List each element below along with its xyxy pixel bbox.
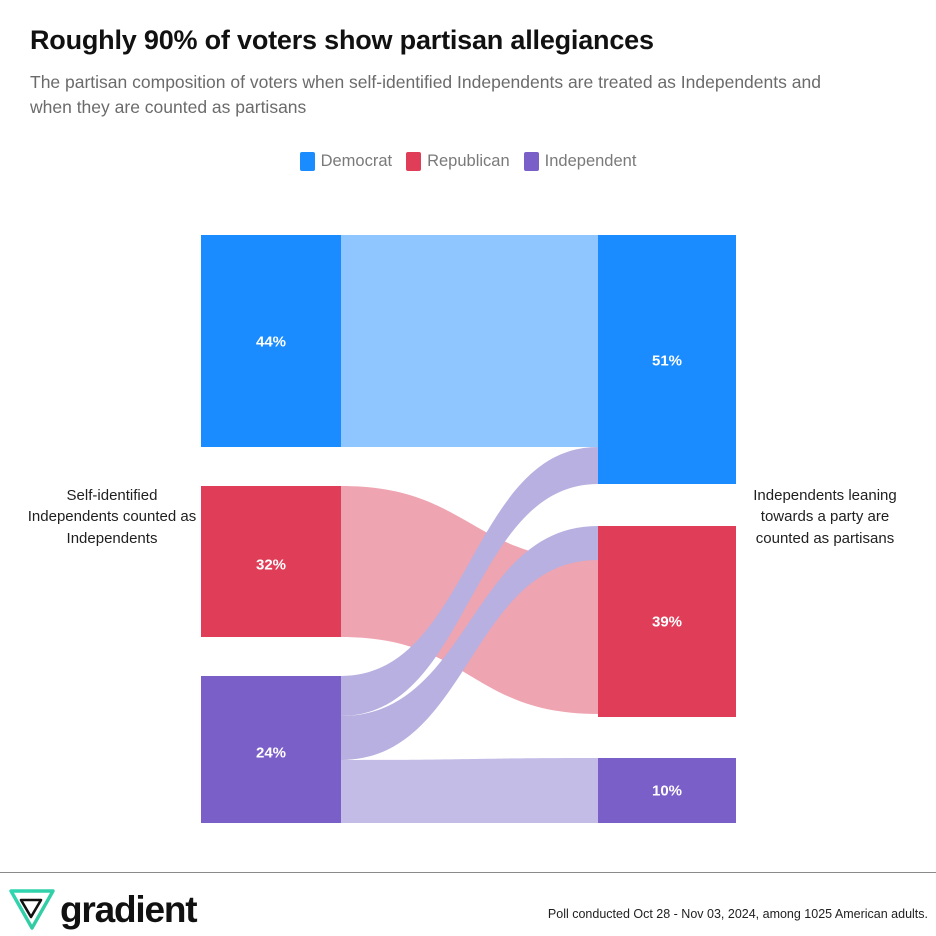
node-value-republican-right: 39%	[652, 614, 682, 631]
node-value-independent-right: 10%	[652, 783, 682, 800]
legend-item-democrat[interactable]: Democrat	[299, 152, 393, 171]
node-value-democrat-left: 44%	[256, 334, 286, 351]
legend-swatch-democrat	[299, 152, 315, 171]
legend-item-republican[interactable]: Republican	[406, 152, 510, 171]
legend-label-republican: Republican	[427, 152, 510, 170]
sankey-links	[341, 235, 598, 823]
brand-logo[interactable]: gradient	[8, 886, 198, 932]
node-value-democrat-right: 51%	[652, 353, 682, 370]
node-independent-right[interactable]	[598, 758, 736, 823]
gradient-triangle-icon	[9, 889, 55, 930]
legend: Democrat Republican Independent	[0, 152, 936, 171]
link-ind-to-ind[interactable]	[341, 758, 598, 823]
node-republican-right[interactable]	[598, 526, 736, 717]
node-republican-left[interactable]	[201, 486, 341, 637]
link-ind-to-dem[interactable]	[341, 447, 598, 716]
link-ind-to-rep[interactable]	[341, 526, 598, 760]
node-independent-left[interactable]	[201, 676, 341, 823]
legend-label-democrat: Democrat	[320, 152, 393, 170]
legend-swatch-independent	[523, 152, 539, 171]
footnote: Poll conducted Oct 28 - Nov 03, 2024, am…	[547, 907, 928, 921]
legend-swatch-republican	[406, 152, 422, 171]
legend-label-independent: Independent	[544, 152, 637, 170]
footer: gradient Poll conducted Oct 28 - Nov 03,…	[0, 873, 936, 936]
page-subtitle: The partisan composition of voters when …	[30, 72, 821, 118]
brand-logo-text: gradient	[60, 888, 198, 930]
caption-left: Self-identified Independents counted as …	[27, 487, 197, 547]
node-value-republican-left: 32%	[256, 557, 286, 574]
node-value-independent-left: 24%	[256, 745, 286, 762]
node-democrat-right[interactable]	[598, 235, 736, 484]
legend-item-independent[interactable]: Independent	[523, 152, 637, 171]
link-dem-to-dem[interactable]	[341, 235, 598, 447]
page-title: Roughly 90% of voters show partisan alle…	[30, 25, 654, 55]
footer-divider	[0, 872, 936, 873]
sankey-nodes	[201, 235, 736, 823]
sankey-node-labels: 44% 32% 24% 51% 39% 10%	[256, 334, 682, 800]
caption-right: Independents leaning towards a party are…	[753, 487, 897, 547]
node-democrat-left[interactable]	[201, 235, 341, 447]
